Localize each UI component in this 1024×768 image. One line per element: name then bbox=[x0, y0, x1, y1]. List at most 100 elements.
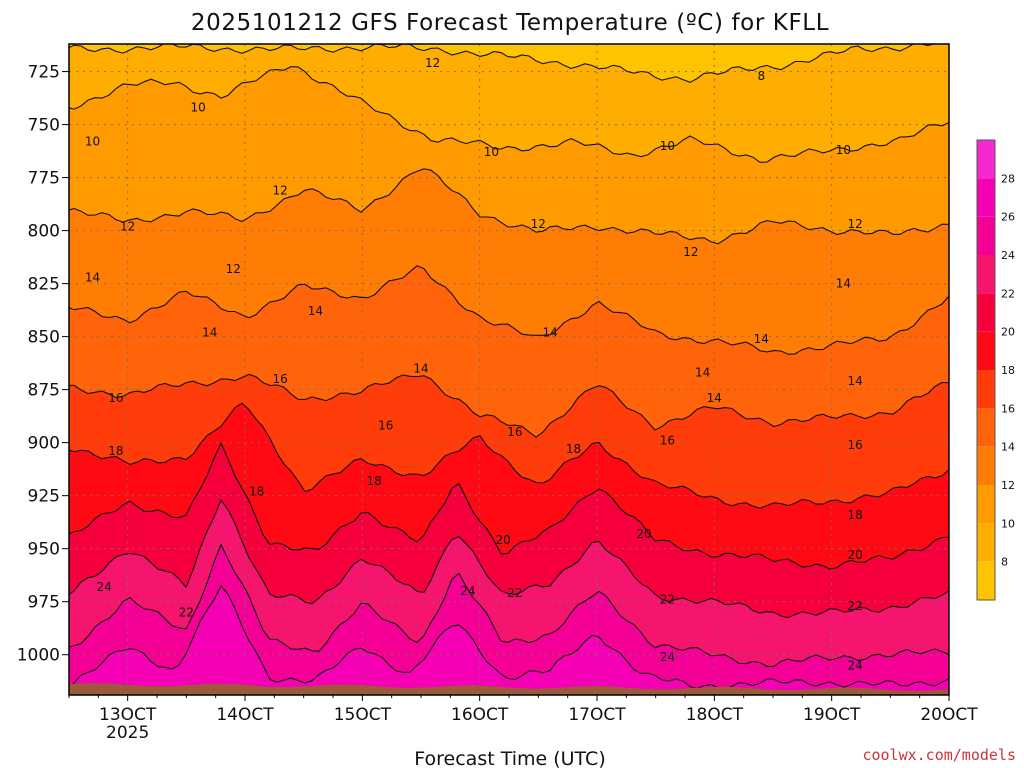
isotherm-label: 18 bbox=[366, 474, 381, 488]
isotherm-line bbox=[69, 168, 949, 245]
colorbar-tick-label: 12 bbox=[1001, 479, 1015, 492]
y-tick-label: 950 bbox=[28, 540, 60, 560]
x-tick-label: 15OCT bbox=[334, 705, 392, 725]
isotherm-label: 12 bbox=[683, 245, 698, 259]
y-tick-label: 1000 bbox=[17, 646, 60, 666]
isotherm-label: 24 bbox=[97, 580, 112, 594]
isotherm-line bbox=[69, 373, 949, 438]
isotherm-label: 14 bbox=[308, 304, 323, 318]
isotherm-line bbox=[69, 543, 949, 667]
isotherm-label: 12 bbox=[531, 217, 546, 231]
colorbar-swatch bbox=[977, 523, 995, 562]
colorbar-tick-label: 26 bbox=[1001, 211, 1015, 224]
band-fill bbox=[69, 500, 949, 695]
x-tick-label: 20OCT bbox=[920, 705, 978, 725]
isotherm-label: 20 bbox=[636, 527, 651, 541]
isotherm-label: 24 bbox=[460, 584, 475, 598]
colorbar-swatch bbox=[977, 408, 995, 447]
isotherm-label: 22 bbox=[660, 593, 675, 607]
y-axis: 725 750 775 800 825 850 875 900 925 950 975 1000 bbox=[17, 63, 69, 666]
ground-layer bbox=[69, 683, 949, 695]
isotherm-label: 14 bbox=[413, 361, 428, 375]
isotherm-label: 18 bbox=[108, 444, 123, 458]
isotherm-line bbox=[69, 441, 949, 570]
x-tick-label: 18OCT bbox=[686, 705, 744, 725]
credit-link[interactable]: coolwx.com/models bbox=[862, 746, 1016, 764]
isotherm-label: 16 bbox=[273, 372, 288, 386]
isotherm-label: 22 bbox=[847, 599, 862, 613]
colorbar-tick-label: 16 bbox=[1001, 402, 1015, 415]
isotherm-label: 16 bbox=[378, 419, 393, 433]
isotherm-labels: 8 10 10 10 10 10 12 12 12 12 12 12 12 14 14 14 14 14 14 14 1… bbox=[85, 56, 863, 672]
temperature-bands bbox=[69, 44, 949, 695]
isotherm-label: 10 bbox=[836, 143, 851, 157]
colorbar-swatch bbox=[977, 216, 995, 255]
colorbar-swatch bbox=[977, 255, 995, 294]
x-axis-title: Forecast Time (UTC) bbox=[414, 748, 605, 768]
y-tick-label: 925 bbox=[28, 487, 60, 507]
x-tick-label: 14OCT bbox=[216, 705, 274, 725]
isotherm-label: 18 bbox=[566, 442, 581, 456]
isotherm-line bbox=[69, 44, 935, 83]
colorbar-legend: 8 10 12 14 16 18 20 22 24 26 28 bbox=[976, 139, 1015, 601]
y-tick-label: 850 bbox=[28, 328, 60, 348]
colorbar-tick-label: 20 bbox=[1001, 326, 1015, 339]
isotherm-label: 16 bbox=[108, 391, 123, 405]
isotherm-label: 10 bbox=[660, 139, 675, 153]
isotherm-line bbox=[69, 498, 949, 619]
x-tick-label: 16OCT bbox=[451, 705, 509, 725]
y-tick-label: 750 bbox=[28, 116, 60, 136]
isotherm-label: 14 bbox=[202, 325, 217, 339]
isotherm-label: 8 bbox=[757, 69, 765, 83]
isotherm-label: 12 bbox=[847, 217, 862, 231]
colorbar-tick-label: 8 bbox=[1001, 556, 1008, 569]
colorbar-tick-label: 18 bbox=[1001, 364, 1015, 377]
isotherm-label: 18 bbox=[847, 508, 862, 522]
isotherm-label: 12 bbox=[425, 56, 440, 70]
colorbar-swatch bbox=[977, 178, 995, 217]
y-tick-label: 800 bbox=[28, 222, 60, 242]
isotherm-line bbox=[69, 402, 949, 509]
isotherm-label: 24 bbox=[660, 650, 675, 664]
isotherm-label: 24 bbox=[847, 658, 862, 672]
colorbar-tick-label: 24 bbox=[1001, 249, 1015, 262]
isotherm-lines bbox=[69, 44, 949, 690]
plot-area: 8 10 10 10 10 10 12 12 12 12 12 12 12 14 14 14 14 14 14 14 1… bbox=[69, 44, 949, 695]
isotherm-line bbox=[69, 66, 949, 163]
isotherm-label: 16 bbox=[507, 425, 522, 439]
colorbar-swatch bbox=[977, 446, 995, 485]
colorbar-tick-label: 14 bbox=[1001, 441, 1015, 454]
y-tick-label: 975 bbox=[28, 593, 60, 613]
y-tick-label: 775 bbox=[28, 169, 60, 189]
y-tick-label: 725 bbox=[28, 63, 60, 83]
isotherm-label: 14 bbox=[707, 391, 722, 405]
x-tick-year-label: 2025 bbox=[106, 723, 149, 743]
isotherm-label: 14 bbox=[847, 374, 862, 388]
isotherm-label: 22 bbox=[179, 605, 194, 619]
y-tick-label: 875 bbox=[28, 381, 60, 401]
isotherm-line bbox=[69, 585, 949, 690]
colorbar-swatch bbox=[977, 485, 995, 524]
colorbar-frame bbox=[976, 139, 996, 601]
isotherm-label: 14 bbox=[85, 270, 100, 284]
colorbar-swatch bbox=[977, 331, 995, 370]
isotherm-label: 10 bbox=[484, 145, 499, 159]
isotherm-label: 14 bbox=[695, 366, 710, 380]
isotherm-label: 14 bbox=[754, 332, 769, 346]
isotherm-label: 22 bbox=[507, 586, 522, 600]
isotherm-label: 12 bbox=[120, 219, 135, 233]
isotherm-label: 20 bbox=[847, 548, 862, 562]
colorbar-swatch bbox=[977, 370, 995, 409]
isotherm-label: 16 bbox=[660, 434, 675, 448]
chart-title: 2025101212 GFS Forecast Temperature (ºC)… bbox=[191, 10, 829, 36]
isotherm-label: 18 bbox=[249, 484, 264, 498]
colorbar-tick-label: 10 bbox=[1001, 517, 1015, 530]
isotherm-label: 10 bbox=[85, 135, 100, 149]
colorbar-tick-label: 22 bbox=[1001, 287, 1015, 300]
isotherm-label: 14 bbox=[836, 277, 851, 291]
isotherm-label: 12 bbox=[226, 262, 241, 276]
isotherm-line bbox=[69, 265, 949, 355]
x-tick-label: 17OCT bbox=[568, 705, 626, 725]
